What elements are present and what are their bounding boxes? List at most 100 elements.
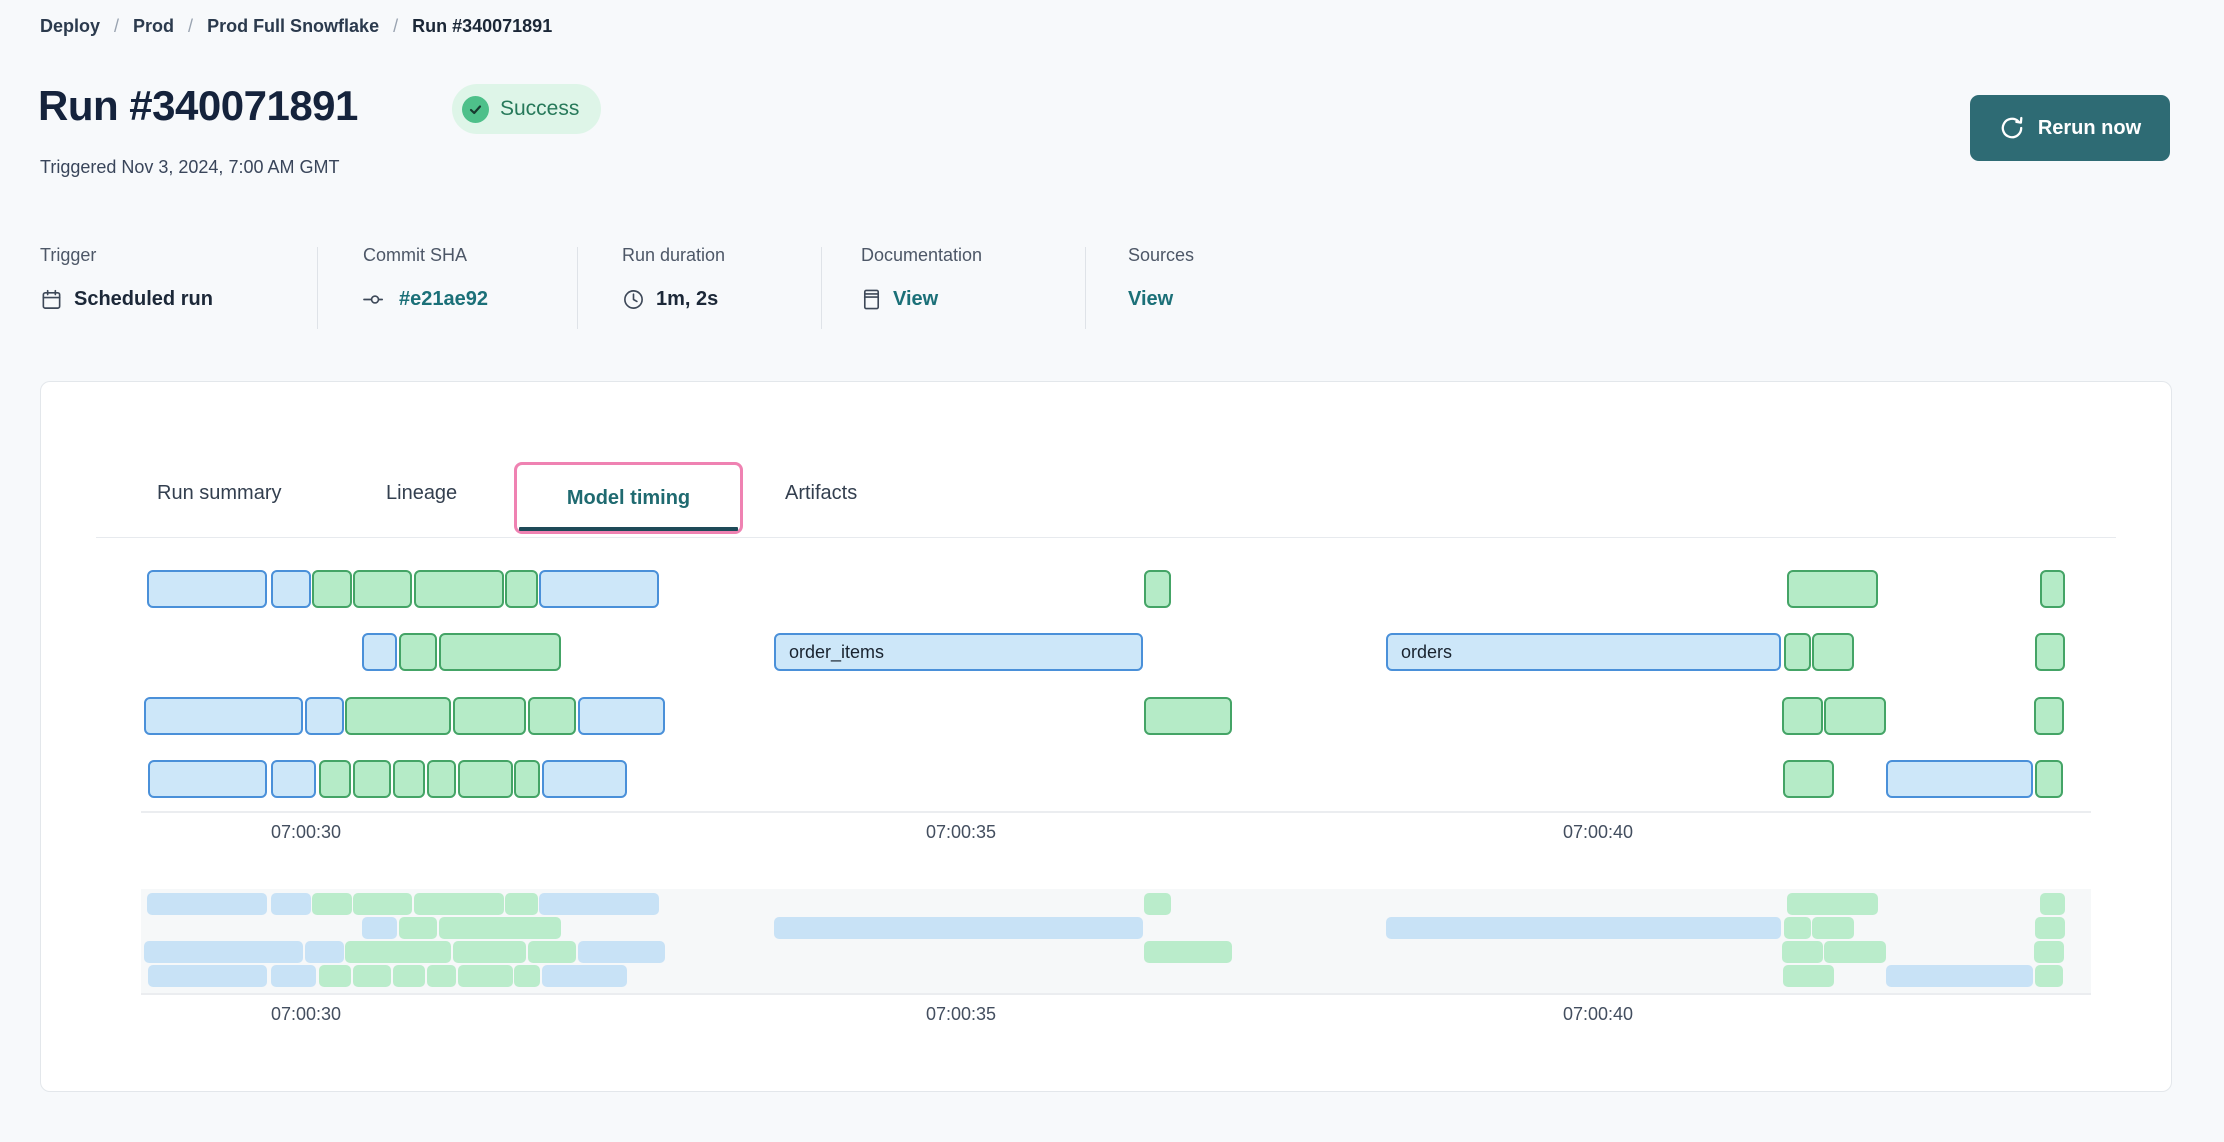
rerun-now-label: Rerun now xyxy=(2037,116,2142,139)
gantt-bar[interactable] xyxy=(1886,760,2033,798)
gantt-bar[interactable] xyxy=(305,697,344,735)
gantt-bar[interactable] xyxy=(1824,697,1886,735)
meta-commit-sha: Commit SHA #e21ae92 xyxy=(363,245,488,311)
axis-tick-label: 07:00:35 xyxy=(925,822,997,842)
check-icon xyxy=(462,95,489,123)
minimap-bar xyxy=(514,965,540,987)
gantt-bar[interactable] xyxy=(2040,570,2065,608)
status-badge: Success xyxy=(452,84,602,134)
run-detail-card: Run summary Lineage Model timing Artifac… xyxy=(40,381,2172,1092)
breadcrumb-separator: / xyxy=(393,16,399,36)
gantt-bar[interactable] xyxy=(1783,760,1834,798)
gantt-minimap[interactable] xyxy=(141,889,2091,995)
clock-icon xyxy=(622,288,645,311)
breadcrumb-job[interactable]: Prod Full Snowflake xyxy=(207,16,380,36)
gantt-bar[interactable] xyxy=(2035,760,2063,798)
minimap-bar xyxy=(427,965,456,987)
minimap-bar xyxy=(439,917,561,939)
divider xyxy=(1085,247,1086,329)
breadcrumb-run: Run #340071891 xyxy=(412,16,553,36)
minimap-bar xyxy=(353,965,391,987)
gantt-bar[interactable] xyxy=(539,570,659,608)
minimap-bar xyxy=(345,941,451,963)
gantt-bar[interactable] xyxy=(1144,697,1232,735)
meta-label: Commit SHA xyxy=(363,245,468,265)
run-meta-row: Trigger Scheduled run Commit SHA #e21ae9… xyxy=(0,245,2224,335)
tab-lineage[interactable]: Lineage xyxy=(386,482,458,504)
status-badge-label: Success xyxy=(500,97,580,120)
documentation-view-link[interactable]: View xyxy=(893,288,939,310)
gantt-bar-orders[interactable]: orders xyxy=(1386,633,1781,671)
tab-model-timing[interactable]: Model timing xyxy=(514,462,743,534)
gantt-bar[interactable] xyxy=(505,570,538,608)
gantt-bar[interactable] xyxy=(1787,570,1878,608)
minimap-bar xyxy=(353,893,412,915)
axis-tick-label: 07:00:35 xyxy=(925,1004,997,1024)
gantt-bar[interactable] xyxy=(147,570,267,608)
meta-label: Documentation xyxy=(861,245,983,265)
meta-run-duration: Run duration 1m, 2s xyxy=(622,245,725,311)
gantt-bar[interactable] xyxy=(458,760,513,798)
gantt-bar[interactable] xyxy=(144,697,303,735)
minimap-bar xyxy=(458,965,513,987)
gantt-bar[interactable] xyxy=(271,570,311,608)
breadcrumb-prod[interactable]: Prod xyxy=(133,16,175,36)
gantt-bar[interactable] xyxy=(353,570,412,608)
minimap-bar xyxy=(305,941,344,963)
minimap-bar xyxy=(147,893,267,915)
gantt-bar[interactable] xyxy=(439,633,561,671)
breadcrumb-deploy[interactable]: Deploy xyxy=(40,16,101,36)
gantt-bar[interactable] xyxy=(271,760,316,798)
triggered-timestamp: Triggered Nov 3, 2024, 7:00 AM GMT xyxy=(40,157,340,177)
gantt-bar[interactable] xyxy=(2035,633,2065,671)
minimap-bar xyxy=(1386,917,1781,939)
gantt-bar[interactable] xyxy=(2034,697,2064,735)
tab-artifacts[interactable]: Artifacts xyxy=(785,482,858,504)
tab-run-summary[interactable]: Run summary xyxy=(157,482,282,504)
gantt-bar[interactable] xyxy=(362,633,397,671)
divider xyxy=(821,247,822,329)
commit-sha-link[interactable]: #e21ae92 xyxy=(399,288,488,310)
meta-sources: Sources View xyxy=(1128,245,1194,311)
gantt-axis-main: 07:00:30 07:00:35 07:00:40 xyxy=(141,822,2091,848)
minimap-bar xyxy=(1144,893,1171,915)
minimap-bar xyxy=(312,893,352,915)
gantt-bar[interactable] xyxy=(312,570,352,608)
gantt-bar[interactable] xyxy=(1812,633,1854,671)
gantt-bar[interactable] xyxy=(578,697,665,735)
gantt-bar[interactable] xyxy=(427,760,456,798)
breadcrumb-separator: / xyxy=(188,16,194,36)
minimap-bar xyxy=(1886,965,2033,987)
minimap-bar xyxy=(148,965,267,987)
minimap-bar xyxy=(1782,941,1823,963)
gantt-bar[interactable] xyxy=(514,760,540,798)
gantt-bar[interactable] xyxy=(528,697,576,735)
gantt-bar[interactable] xyxy=(414,570,504,608)
gantt-bar[interactable] xyxy=(399,633,437,671)
rerun-now-button[interactable]: Rerun now xyxy=(1970,95,2170,161)
gantt-bar[interactable] xyxy=(1784,633,1811,671)
gantt-bar-order_items[interactable]: order_items xyxy=(774,633,1143,671)
gantt-bar[interactable] xyxy=(353,760,391,798)
meta-label: Sources xyxy=(1128,245,1195,265)
minimap-bar xyxy=(1144,941,1232,963)
gantt-bar[interactable] xyxy=(345,697,451,735)
sources-view-link[interactable]: View xyxy=(1128,288,1174,310)
calendar-icon xyxy=(40,288,63,311)
minimap-bar xyxy=(2035,917,2065,939)
gantt-bar[interactable] xyxy=(1782,697,1823,735)
minimap-bar xyxy=(528,941,576,963)
gantt-bar[interactable] xyxy=(148,760,267,798)
meta-label: Run duration xyxy=(622,245,726,265)
meta-label: Trigger xyxy=(40,245,97,265)
gantt-bar[interactable] xyxy=(1144,570,1171,608)
refresh-icon xyxy=(1999,115,2025,141)
gantt-bar[interactable] xyxy=(393,760,425,798)
gantt-bar[interactable] xyxy=(453,697,526,735)
minimap-bar xyxy=(144,941,303,963)
tab-model-timing-label: Model timing xyxy=(566,486,691,509)
minimap-bar xyxy=(319,965,351,987)
gantt-bar[interactable] xyxy=(542,760,627,798)
gantt-bar[interactable] xyxy=(319,760,351,798)
